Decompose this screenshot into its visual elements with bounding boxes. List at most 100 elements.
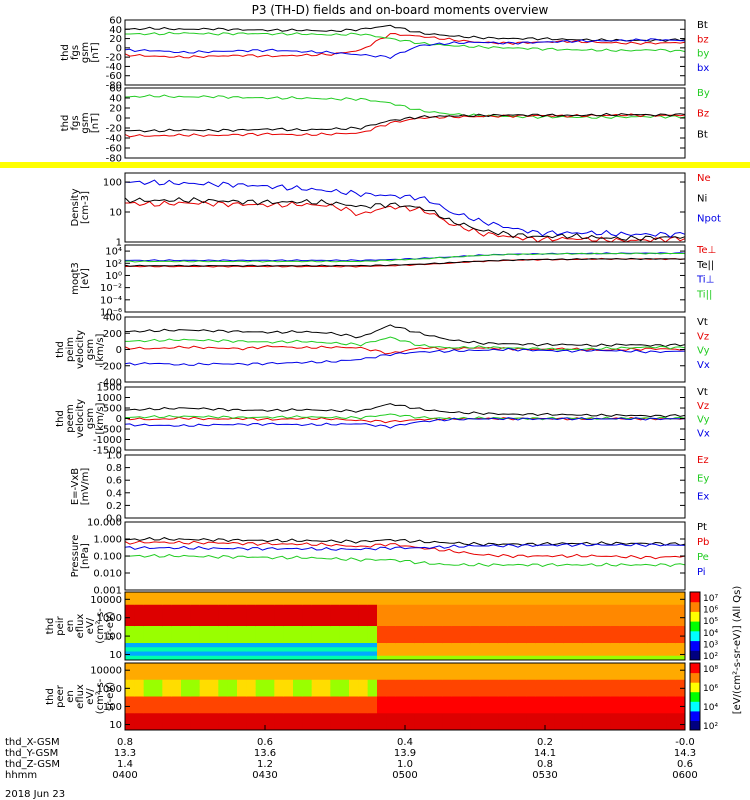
heatmap-cell	[535, 592, 546, 597]
heatmap-cell	[507, 717, 518, 723]
heatmap-cell	[582, 721, 593, 727]
y-tick-label: 1000	[97, 684, 122, 695]
heatmap-cell	[619, 651, 630, 657]
heatmap-cell	[582, 675, 593, 681]
heatmap-cell	[367, 692, 378, 697]
legend-bx: bx	[697, 63, 709, 74]
colorbar-segment	[690, 663, 700, 674]
heatmap-cell	[601, 600, 611, 606]
heatmap-cell	[358, 634, 369, 640]
heatmap-cell	[666, 655, 677, 661]
heatmap-cell	[526, 643, 537, 648]
heatmap-cell	[386, 655, 397, 661]
heatmap-cell	[386, 613, 397, 618]
heatmap-cell	[227, 721, 238, 727]
heatmap-cell	[535, 717, 546, 723]
heatmap-cell	[405, 683, 415, 689]
x-tick-label: 0600	[672, 770, 697, 781]
heatmap-cell	[134, 704, 145, 710]
heatmap-cell	[227, 647, 238, 652]
heatmap-cell	[153, 634, 163, 640]
heatmap-cell	[442, 696, 453, 702]
heatmap-cell	[283, 717, 294, 723]
heatmap-cell	[311, 651, 322, 657]
heatmap-cell	[629, 683, 639, 689]
x-tick-label: 1.0	[397, 759, 413, 770]
heatmap-cell	[143, 634, 154, 640]
series-line-Pe	[125, 553, 686, 568]
heatmap-cell	[190, 621, 201, 627]
heatmap-cell	[255, 592, 266, 597]
heatmap-cell	[619, 634, 630, 640]
x-tick-label: 0.8	[117, 737, 133, 748]
heatmap-cell	[498, 630, 509, 635]
heatmap-cell	[479, 604, 490, 610]
heatmap-cell	[498, 600, 509, 606]
heatmap-cell	[358, 704, 369, 710]
heatmap-cell	[591, 675, 602, 681]
heatmap-cell	[237, 713, 247, 718]
heatmap-cell	[657, 663, 667, 668]
heatmap-cell	[293, 704, 303, 710]
heatmap-cell	[134, 655, 145, 661]
heatmap-cell	[433, 663, 443, 668]
series-line-Ti||	[124, 252, 685, 263]
y-axis-label: moqt3[eV]	[70, 262, 91, 295]
heatmap-cell	[535, 725, 546, 731]
heatmap-cell	[199, 675, 210, 681]
heatmap-cell	[470, 634, 481, 640]
heatmap-cell	[190, 630, 201, 635]
series-line-Pt	[124, 537, 686, 547]
heatmap-cell	[675, 617, 686, 623]
heatmap-cell	[629, 630, 639, 635]
y-tick-label: 400	[103, 313, 122, 324]
heatmap-cell	[162, 675, 173, 681]
heatmap-cell	[358, 683, 369, 689]
heatmap-cell	[321, 655, 331, 661]
panel-temperature: Te⊥Te||Ti⊥Ti||10⁴10²10⁰10⁻²10⁻⁴10⁻⁶moqt3…	[70, 244, 716, 319]
heatmap-cell	[638, 688, 649, 693]
y-axis-label-line: en	[65, 620, 76, 633]
x-tick-label: 0.2	[537, 737, 553, 748]
y-tick-label: -1500	[93, 446, 122, 457]
heatmap-cell	[461, 679, 471, 685]
heatmap-cell	[629, 617, 639, 623]
colorbar-tick-label: 10⁶	[703, 684, 718, 694]
heatmap-cell	[274, 643, 285, 648]
heatmap-cell	[647, 704, 658, 710]
heatmap-cell	[190, 663, 201, 668]
heatmap-cell	[666, 700, 677, 706]
heatmap-cell	[190, 721, 201, 727]
heatmap-cell	[423, 721, 434, 727]
heatmap-cell	[395, 671, 406, 677]
heatmap-cell	[293, 600, 303, 606]
heatmap-cell	[638, 604, 649, 610]
heatmap-cell	[358, 663, 369, 668]
heatmap-cell	[339, 655, 350, 661]
heatmap-cell	[134, 617, 145, 623]
legend-Ey: Ey	[697, 473, 709, 484]
heatmap-cell	[666, 638, 677, 644]
heatmap-cell	[274, 634, 285, 640]
colorbar-tick-label: 10⁴	[703, 629, 718, 639]
heatmap-cell	[255, 683, 266, 689]
heatmap-cell	[451, 709, 462, 714]
heatmap-cell	[255, 600, 266, 606]
heatmap-cell	[134, 692, 145, 697]
heatmap-cell	[181, 643, 191, 648]
heatmap-cell	[386, 596, 397, 601]
heatmap-cell	[283, 713, 294, 718]
heatmap-cell	[302, 675, 313, 681]
heatmap-cell	[237, 709, 247, 714]
heatmap-cell	[143, 630, 154, 635]
heatmap-cell	[218, 617, 229, 623]
heatmap-cell	[423, 655, 434, 661]
heatmap-cell	[657, 626, 667, 631]
y-tick-label: 10²	[105, 259, 122, 270]
heatmap-cell	[610, 717, 621, 723]
panel-pressure: PtPbPePi10.0001.0000.1000.0100.001Pressu…	[70, 518, 709, 597]
heatmap-cell	[171, 671, 182, 677]
heatmap-cell	[629, 634, 639, 640]
heatmap-cell	[265, 600, 275, 606]
